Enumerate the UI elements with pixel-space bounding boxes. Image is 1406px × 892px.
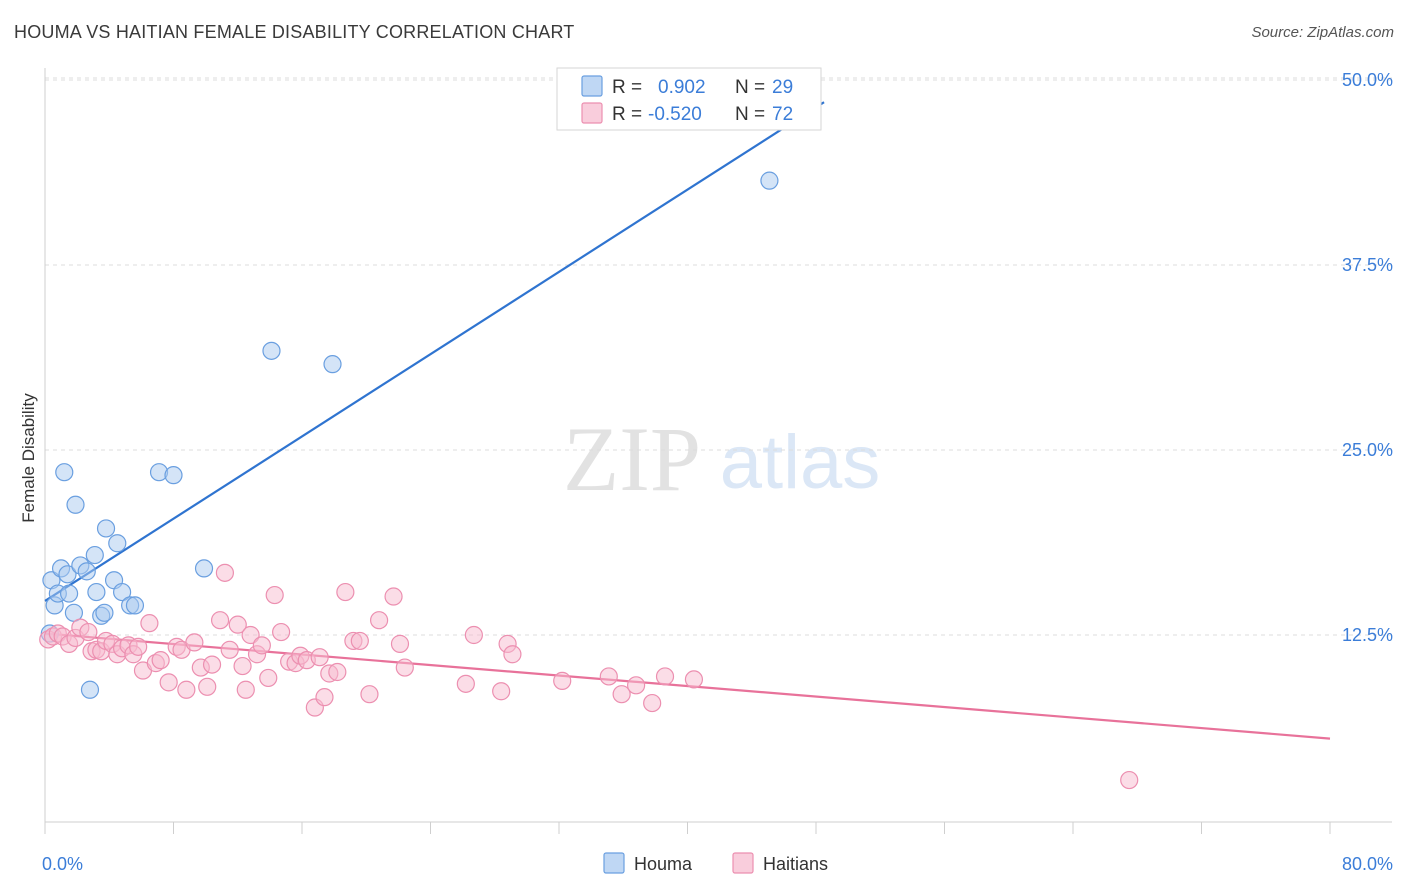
point-houma <box>77 562 96 581</box>
point-haitians <box>241 625 260 645</box>
y-tick-label: 37.5% <box>1342 255 1393 275</box>
point-houma <box>55 463 74 482</box>
legend-n-label: N = <box>735 77 765 98</box>
point-haitians <box>328 662 347 682</box>
point-haitians <box>151 651 170 670</box>
point-houma <box>80 680 100 699</box>
legend-row-houma: R = 0.902 N = 29 <box>581 75 793 98</box>
point-houma <box>58 565 77 584</box>
point-haitians <box>272 622 291 642</box>
chart-title: HOUMA VS HAITIAN FEMALE DISABILITY CORRE… <box>14 22 575 42</box>
point-haitians <box>464 625 483 645</box>
legend-r-label: R = <box>612 104 642 125</box>
point-haitians <box>236 680 255 699</box>
point-haitians <box>1120 770 1139 790</box>
point-haitians <box>265 585 284 605</box>
point-haitians <box>599 667 618 686</box>
tick-labels: 12.5% 25.0% 37.5% 50.0% 0.0% 80.0% <box>42 70 1393 874</box>
watermark-zip: ZIP <box>563 408 701 510</box>
data-points <box>39 171 1139 790</box>
point-houma <box>194 559 214 578</box>
point-haitians <box>159 673 178 692</box>
point-haitians <box>643 693 662 713</box>
point-haitians <box>198 677 217 696</box>
point-houma <box>59 584 79 603</box>
x-tick-label: 80.0% <box>1342 854 1393 874</box>
point-haitians <box>129 637 148 656</box>
point-haitians <box>185 633 204 652</box>
point-haitians <box>370 611 389 630</box>
point-houma <box>760 171 779 190</box>
point-haitians <box>395 658 414 677</box>
legend-r-label: R = <box>612 77 642 98</box>
point-houma <box>125 596 145 615</box>
point-haitians <box>228 615 247 634</box>
y-axis-title: Female Disability <box>19 393 38 523</box>
point-houma <box>108 534 127 553</box>
point-haitians <box>336 582 355 602</box>
point-haitians <box>259 668 278 688</box>
series-legend: Houma Haitians <box>603 852 828 874</box>
legend-swatch-houma <box>581 75 603 97</box>
point-houma <box>66 495 85 514</box>
point-houma <box>87 582 106 602</box>
watermark: ZIP atlas <box>563 408 880 510</box>
point-haitians <box>79 622 98 642</box>
legend-n-value-haitians: 72 <box>772 104 793 125</box>
point-haitians <box>233 656 252 676</box>
legend-row-haitians: R = -0.520 N = 72 <box>581 102 793 125</box>
legend-n-value-houma: 29 <box>772 77 793 98</box>
point-houma <box>96 519 116 538</box>
gridlines <box>45 77 1392 636</box>
point-haitians <box>384 587 403 606</box>
point-haitians <box>220 640 239 659</box>
point-haitians <box>360 685 379 704</box>
point-houma <box>164 466 183 485</box>
trend-line-houma <box>44 101 825 602</box>
point-haitians <box>390 634 410 653</box>
chart-source: Source: ZipAtlas.com <box>1251 24 1394 41</box>
bottom-legend-label-houma: Houma <box>634 854 693 874</box>
point-haitians <box>503 645 522 664</box>
legend-swatch-haitians <box>581 102 603 124</box>
point-houma <box>323 355 342 374</box>
point-haitians <box>252 636 271 655</box>
point-haitians <box>210 611 230 630</box>
point-haitians <box>202 655 222 674</box>
point-haitians <box>310 648 329 667</box>
watermark-atlas: atlas <box>720 420 881 505</box>
point-haitians <box>456 674 475 693</box>
legend-r-value-houma: 0.902 <box>658 77 706 98</box>
point-houma <box>95 603 114 622</box>
point-haitians <box>553 671 572 690</box>
point-haitians <box>684 670 704 689</box>
y-tick-label: 25.0% <box>1342 440 1393 460</box>
x-tick-label: 0.0% <box>42 854 83 874</box>
y-tick-label: 50.0% <box>1342 70 1393 90</box>
point-haitians <box>315 688 334 707</box>
bottom-legend-swatch-haitians <box>732 852 754 874</box>
point-houma <box>262 341 281 360</box>
bottom-legend-swatch-houma <box>603 852 625 874</box>
correlation-legend: R = 0.902 N = 29 R = -0.520 N = 72 <box>556 67 822 131</box>
point-haitians <box>612 685 631 704</box>
bottom-legend-label-haitians: Haitians <box>763 854 828 874</box>
point-haitians <box>655 667 675 686</box>
point-haitians <box>215 563 234 582</box>
point-haitians <box>350 631 369 651</box>
point-houma <box>85 545 104 565</box>
point-haitians <box>177 680 196 699</box>
legend-r-value-haitians: -0.520 <box>648 104 702 125</box>
point-houma <box>112 582 132 602</box>
legend-n-label: N = <box>735 104 765 125</box>
y-tick-label: 12.5% <box>1342 625 1393 645</box>
point-haitians <box>140 614 159 633</box>
point-haitians <box>492 682 511 701</box>
point-haitians <box>626 676 646 695</box>
axes <box>44 68 1392 834</box>
